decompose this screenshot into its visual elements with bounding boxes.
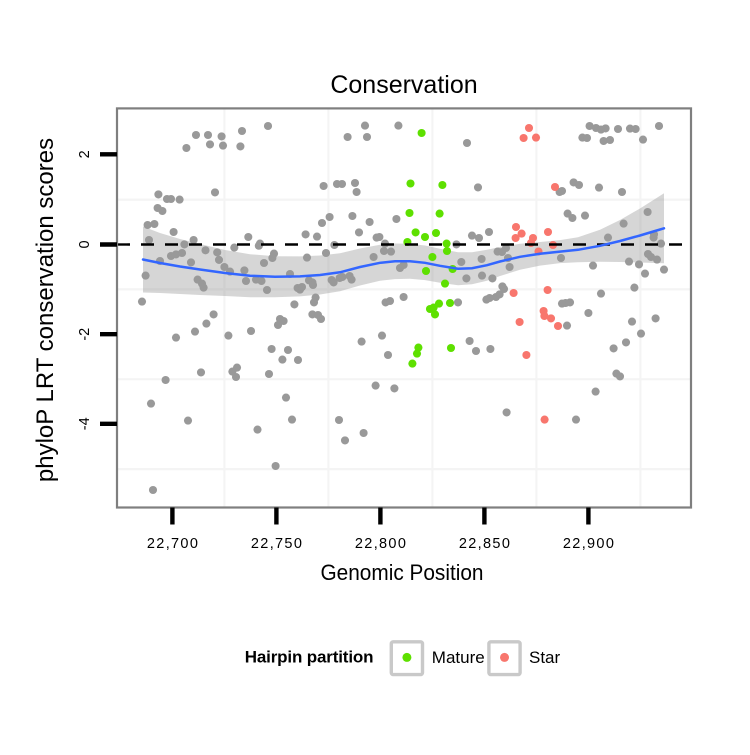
svg-text:Mature: Mature [432,648,485,667]
svg-text:2: 2 [77,150,93,158]
svg-text:-2: -2 [77,328,93,341]
svg-text:Genomic Position: Genomic Position [321,560,484,585]
svg-text:22,850: 22,850 [459,536,510,552]
svg-text:Hairpin partition: Hairpin partition [245,648,374,667]
svg-text:22,750: 22,750 [251,536,302,552]
svg-text:phyloP LRT conservation scores: phyloP LRT conservation scores [32,138,59,482]
svg-text:22,900: 22,900 [563,536,614,552]
svg-text:22,700: 22,700 [147,536,198,552]
svg-text:Conservation: Conservation [330,71,477,99]
svg-text:Star: Star [529,648,561,667]
svg-text:-4: -4 [77,417,93,430]
svg-text:0: 0 [77,240,93,248]
svg-text:22,800: 22,800 [355,536,406,552]
